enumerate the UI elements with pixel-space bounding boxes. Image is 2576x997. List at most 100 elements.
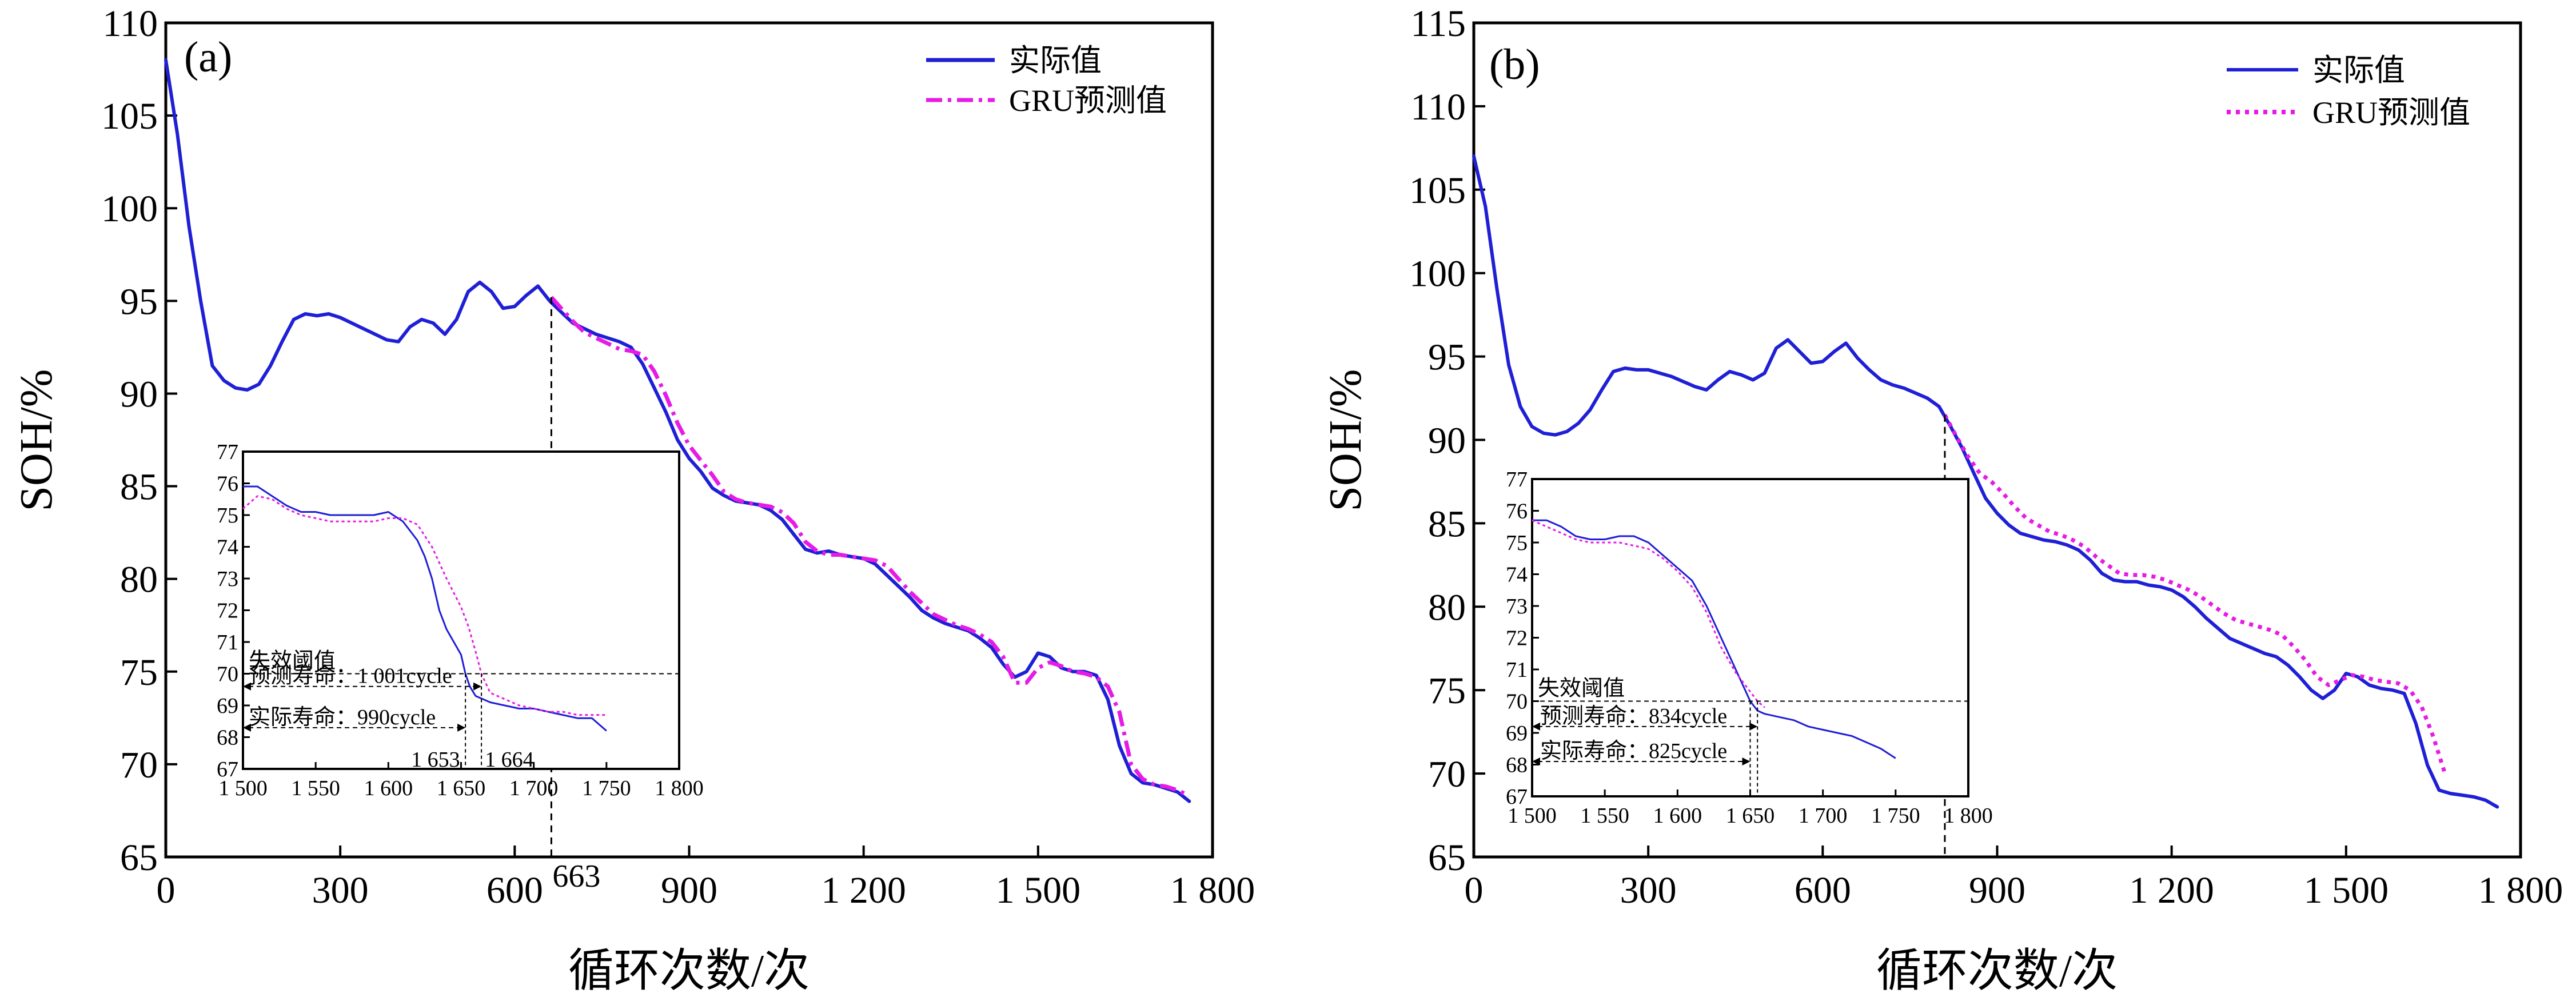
axis-ticks-a: 65 70 75 80 85 90 95 100 105 110 0 300 600 900 1 200 1 …	[101, 3, 1255, 911]
legend-label-gru-a: GRU预测值	[1009, 83, 1167, 118]
inset-x-tick-label-a: 1 550	[291, 776, 340, 800]
inset-frame-b	[1531, 478, 1969, 797]
x-tick-label-a: 0	[157, 870, 176, 911]
actual-life-arrow-b-head-left	[1532, 757, 1540, 765]
x-tick-label-a: 300	[312, 870, 369, 911]
y-tick-label-b: 90	[1428, 420, 1466, 462]
x-tick-label-a: 900	[661, 870, 717, 911]
y-tick-label-b: 70	[1428, 753, 1466, 795]
y-tick-label-b: 100	[1409, 253, 1466, 295]
y-tick-label-b: 85	[1428, 503, 1466, 545]
y-tick-label-a: 90	[120, 373, 158, 415]
inset-y-tick-label-b: 68	[1506, 753, 1528, 777]
inset-x-tick-label-a: 1 500	[218, 776, 268, 800]
axis-ticks-b: 65 70 75 80 85 90 95 100 105 110 115 0 300 600 900 1 20…	[1409, 3, 2563, 911]
inset-ticks-b: 67 68 69 70 71 72 73 74 75 76 77 1 500 1 550 1 600 1 6…	[1506, 468, 1993, 828]
y-tick-label-b: 65	[1428, 837, 1466, 879]
inset-y-tick-label-b: 76	[1506, 500, 1528, 524]
panel-a: 65 70 75 80 85 90 95 100 105 110 0 300 600 900 1 200 1 …	[11, 3, 1255, 996]
inset-x-tick-label-a: 1 800	[655, 776, 704, 800]
inset-y-tick-label-a: 76	[217, 472, 238, 496]
inset-series-a	[242, 485, 679, 769]
inset-frame-a	[242, 450, 680, 770]
inset-a: 67 68 69 70 71 72 73 74 75 76 77 1 500 1 550 1 600 1 6…	[217, 440, 704, 800]
x-tick-label-a: 600	[487, 870, 543, 911]
y-tick-label-b: 105	[1409, 170, 1466, 212]
inset-y-tick-label-a: 71	[217, 631, 238, 655]
legend-label-gru-b: GRU预测值	[2312, 95, 2470, 130]
inset-x-tick-label-b: 1 750	[1871, 804, 1920, 828]
y-axis-label-a: SOH/%	[11, 369, 62, 512]
y-tick-label-b: 80	[1428, 587, 1466, 628]
predicted-life-arrow-a-head-right	[473, 682, 482, 691]
x-tick-label-b: 1 800	[2478, 870, 2563, 911]
series-layer-b	[1472, 154, 2499, 809]
series-line-gru-a	[549, 296, 1190, 798]
legend-label-actual-a: 实际值	[1009, 43, 1102, 78]
predicted-life-label-b: 预测寿命：834cycle	[1540, 704, 1727, 728]
y-tick-label-a: 65	[120, 837, 158, 879]
x-tick-label-b: 1 500	[2304, 870, 2389, 911]
inset-y-tick-label-a: 72	[217, 599, 238, 623]
x-tick-label-b: 900	[1969, 870, 2025, 911]
inset-series-line-actual-a	[243, 485, 607, 732]
inset-ticks-a: 67 68 69 70 71 72 73 74 75 76 77 1 500 1 550 1 600 1 6…	[217, 440, 704, 800]
threshold-label-b: 失效阈值	[1538, 677, 1625, 701]
actual-life-label-a: 实际寿命：990cycle	[249, 705, 436, 729]
series-line-actual-a	[164, 58, 1191, 803]
inset-x-tick-label-a: 1 700	[509, 776, 559, 800]
y-tick-label-a: 100	[101, 188, 158, 230]
predicted-end-label-a: 1 664	[485, 748, 534, 772]
y-tick-label-a: 95	[120, 281, 158, 322]
actual-life-arrow-a-head-left	[243, 723, 251, 732]
actual-life-label-b: 实际寿命：825cycle	[1540, 739, 1727, 763]
legend-label-actual-b: 实际值	[2312, 53, 2405, 87]
inset-y-tick-label-a: 69	[217, 694, 238, 718]
x-tick-label-b: 600	[1795, 870, 1851, 911]
actual-end-label-a: 1 653	[411, 748, 460, 772]
inset-y-tick-label-a: 68	[217, 726, 238, 750]
predicted-life-label-a: 预测寿命：1 001cycle	[249, 664, 452, 688]
inset-y-tick-label-b: 72	[1506, 627, 1528, 651]
inset-y-tick-label-b: 69	[1506, 721, 1528, 745]
inset-x-tick-label-b: 1 500	[1508, 804, 1557, 828]
legend-a: 实际值 GRU预测值	[926, 43, 1167, 118]
series-line-actual-b	[1472, 154, 2499, 809]
inset-series-b	[1532, 519, 1968, 796]
y-tick-label-a: 110	[102, 3, 158, 45]
series-line-gru-b	[1943, 414, 2447, 775]
inset-x-tick-label-b: 1 650	[1726, 804, 1775, 828]
inset-y-tick-label-a: 74	[217, 536, 238, 560]
prediction-start-label-a: 663	[552, 859, 600, 894]
inset-y-tick-label-a: 70	[217, 663, 238, 687]
inset-y-tick-label-a: 77	[217, 440, 238, 464]
y-tick-label-a: 105	[101, 95, 158, 137]
y-axis-label-b: SOH/%	[1321, 369, 1371, 512]
y-tick-label-a: 85	[120, 466, 158, 508]
inset-x-tick-label-a: 1 750	[582, 776, 631, 800]
inset-y-tick-label-a: 73	[217, 567, 238, 591]
x-tick-label-a: 1 800	[1170, 870, 1255, 911]
inset-x-tick-label-b: 1 700	[1799, 804, 1848, 828]
y-tick-label-a: 80	[120, 559, 158, 601]
x-axis-label-b: 循环次数/次	[1876, 946, 2118, 996]
inset-series-line-actual-b	[1532, 519, 1896, 759]
threshold-label-a: 失效阈值	[249, 649, 336, 673]
inset-x-tick-label-b: 1 600	[1653, 804, 1702, 828]
predicted-life-arrow-b-head-right	[1749, 722, 1758, 731]
inset-y-tick-label-a: 67	[217, 757, 238, 781]
inset-y-tick-label-b: 77	[1506, 468, 1528, 492]
series-layer-a	[164, 58, 1191, 803]
x-axis-label-a: 循环次数/次	[568, 946, 810, 996]
inset-y-tick-label-b: 74	[1506, 563, 1528, 587]
y-tick-label-b: 75	[1428, 670, 1466, 712]
y-tick-label-a: 75	[120, 652, 158, 693]
inset-series-line-gru-a	[242, 495, 607, 716]
inset-y-tick-label-a: 75	[217, 504, 238, 528]
panel-b: 65 70 75 80 85 90 95 100 105 110 115 0 300 600 900 1 20…	[1321, 3, 2563, 996]
panel-label-b: (b)	[1489, 41, 1540, 89]
inset-x-tick-label-b: 1 550	[1580, 804, 1629, 828]
inset-b: 67 68 69 70 71 72 73 74 75 76 77 1 500 1 550 1 600 1 6…	[1506, 468, 1993, 828]
inset-y-tick-label-b: 73	[1506, 595, 1528, 619]
